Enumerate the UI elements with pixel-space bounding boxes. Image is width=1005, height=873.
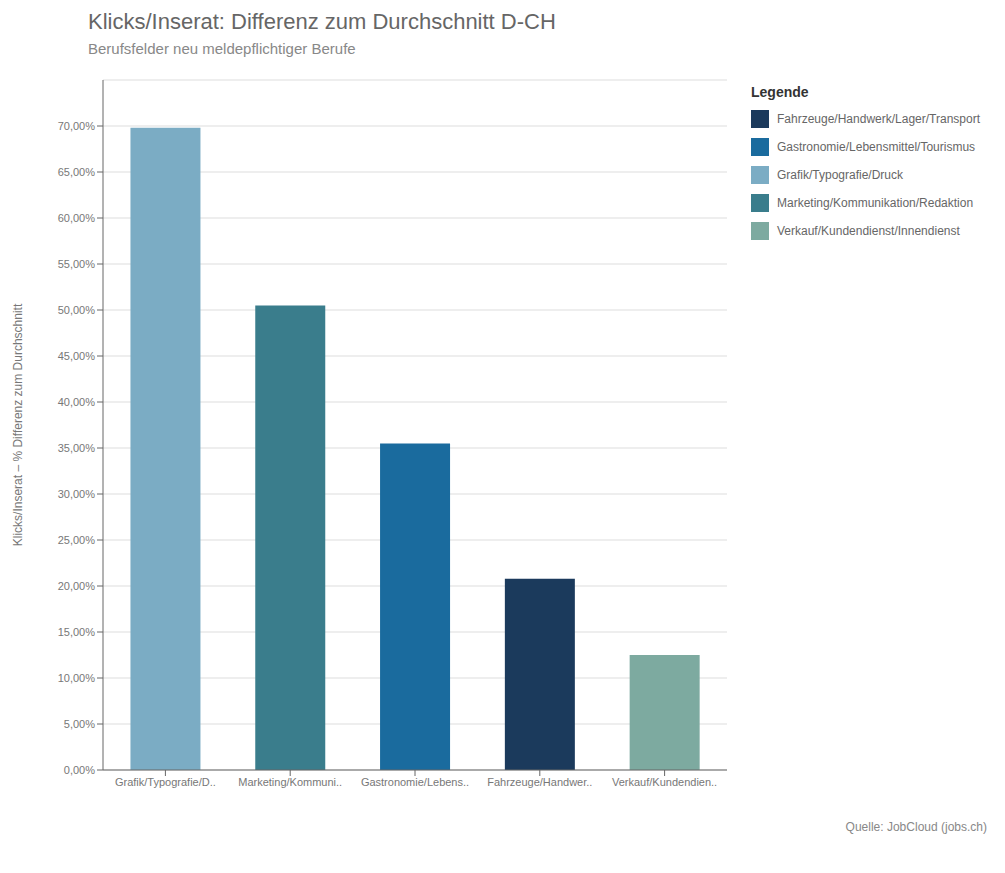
html-text:Berufsfelder neu meldepflichti: Berufsfelder neu meldepflichtiger Berufe (88, 40, 356, 57)
html-text:Klicks/Inserat: Differenz zum: Klicks/Inserat: Differenz zum Durchschni… (88, 9, 556, 34)
html-text:Quelle: JobCloud (jobs.ch): Quelle: JobCloud (jobs.ch) (845, 820, 987, 834)
svg-text:Gastronomie/Lebens..: Gastronomie/Lebens.. (361, 776, 469, 788)
svg-text:0,00%: 0,00% (64, 764, 95, 776)
html-text:Marketing/Kommunikation/Redakt: Marketing/Kommunikation/Redaktion (777, 196, 974, 210)
svg-text:40,00%: 40,00% (58, 396, 96, 408)
svg-text:Grafik/Typografie/D..: Grafik/Typografie/D.. (115, 776, 216, 788)
svg-text:65,00%: 65,00% (58, 166, 96, 178)
html-text:Legende: Legende (751, 84, 809, 100)
svg-text:20,00%: 20,00% (58, 580, 96, 592)
svg-text:Marketing/Kommuni..: Marketing/Kommuni.. (238, 776, 342, 788)
svg-text:45,00%: 45,00% (58, 350, 96, 362)
svg-text:50,00%: 50,00% (58, 304, 96, 316)
svg-text:60,00%: 60,00% (58, 212, 96, 224)
svg-text:5,00%: 5,00% (64, 718, 95, 730)
html-text:Gastronomie/Lebensmittel/Touri: Gastronomie/Lebensmittel/Tourismus (777, 140, 976, 154)
svg-text:Verkauf/Kundendien..: Verkauf/Kundendien.. (612, 776, 717, 788)
svg-text:Klicks/Inserat – % Differenz z: Klicks/Inserat – % Differenz zum Durchsc… (11, 303, 25, 546)
svg-text:55,00%: 55,00% (58, 258, 96, 270)
svg-text:10,00%: 10,00% (58, 672, 96, 684)
html-text:Grafik/Typografie/Druck: Grafik/Typografie/Druck (777, 168, 903, 182)
svg-text:Fahrzeuge/Handwer..: Fahrzeuge/Handwer.. (487, 776, 592, 788)
html-text:Verkauf/Kundendienst/Innendien: Verkauf/Kundendienst/Innendienst (777, 224, 960, 238)
svg-text:25,00%: 25,00% (58, 534, 96, 546)
svg-text:35,00%: 35,00% (58, 442, 96, 454)
html-text:Fahrzeuge/Handwerk/Lager/Trans: Fahrzeuge/Handwerk/Lager/Transport (777, 112, 980, 126)
svg-text:70,00%: 70,00% (58, 120, 96, 132)
svg-text:30,00%: 30,00% (58, 488, 96, 500)
svg-text:15,00%: 15,00% (58, 626, 96, 638)
